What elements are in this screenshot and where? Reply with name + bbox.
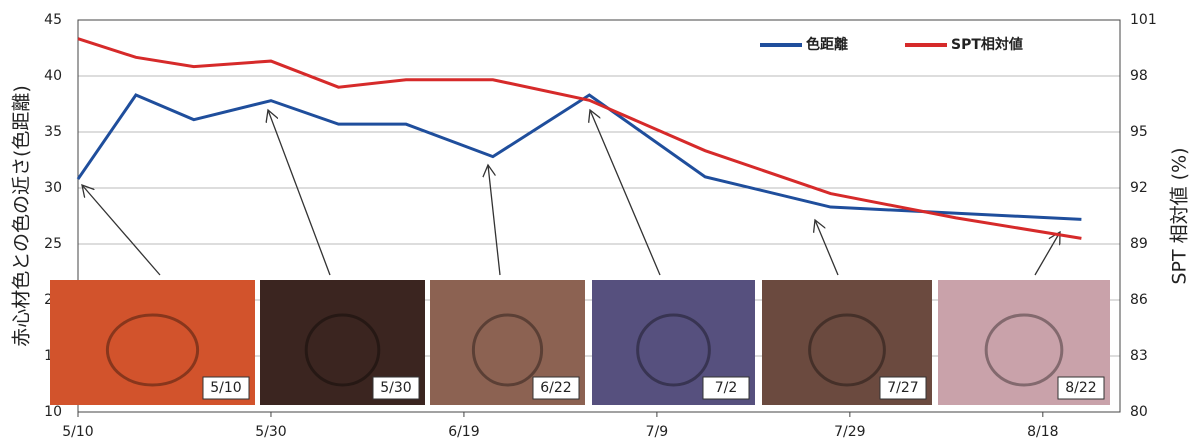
- photo-label: 5/10: [210, 380, 241, 396]
- y-tick-label: 30: [44, 180, 62, 196]
- x-tick-label: 5/30: [255, 424, 286, 440]
- x-tick-label: 6/19: [448, 424, 479, 440]
- photo-label: 7/2: [715, 380, 738, 396]
- y2-tick-label: 98: [1130, 68, 1148, 84]
- y2-tick-label: 80: [1130, 404, 1148, 420]
- y-tick-label: 25: [44, 236, 62, 252]
- y2-tick-label: 86: [1130, 292, 1148, 308]
- arrow: [268, 110, 330, 275]
- y-tick-label: 35: [44, 124, 62, 140]
- y-tick-label: 10: [44, 404, 62, 420]
- y2-tick-label: 95: [1130, 124, 1148, 140]
- y2-tick-label: 101: [1130, 12, 1157, 28]
- x-tick-label: 7/29: [834, 424, 865, 440]
- x-tick-label: 7/9: [646, 424, 669, 440]
- arrow: [815, 220, 838, 275]
- arrow: [82, 185, 160, 275]
- photo-label: 6/22: [540, 380, 571, 396]
- series-line: [78, 39, 1081, 239]
- photo-label: 8/22: [1065, 380, 1096, 396]
- y-tick-label: 45: [44, 12, 62, 28]
- y2-tick-label: 83: [1130, 348, 1148, 364]
- x-tick-label: 5/10: [62, 424, 93, 440]
- legend-label: SPT相対値: [951, 36, 1023, 53]
- photo-label: 5/30: [380, 380, 411, 396]
- y2-tick-label: 89: [1130, 236, 1148, 252]
- y2-axis-label: SPT 相対値 (%): [1169, 147, 1191, 284]
- x-tick-label: 8/18: [1027, 424, 1058, 440]
- y2-tick-label: 92: [1130, 180, 1148, 196]
- y-axis-label: 赤心材色との色の近さ(色距離): [11, 85, 33, 347]
- arrow: [590, 110, 660, 275]
- legend-label: 色距離: [806, 36, 848, 53]
- photo-label: 7/27: [887, 380, 918, 396]
- arrow: [488, 165, 500, 275]
- series-line: [78, 95, 1081, 219]
- y-tick-label: 40: [44, 68, 62, 84]
- chart: 赤心材色との色の近さ(色距離) SPT 相対値 (%) 101520253035…: [0, 0, 1200, 441]
- arrow: [1035, 232, 1060, 275]
